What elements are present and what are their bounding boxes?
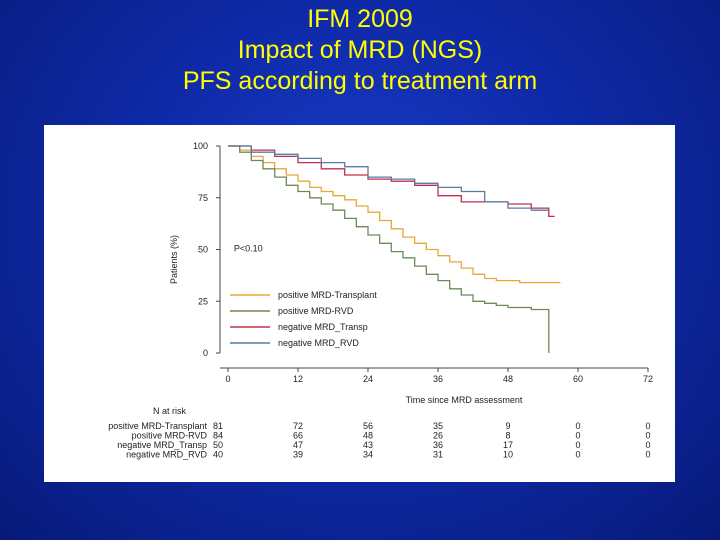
at-risk-count: 0 xyxy=(575,440,580,450)
at-risk-count: 50 xyxy=(213,440,223,450)
at-risk-row-label: positive MRD-RVD xyxy=(132,431,208,441)
at-risk-count: 17 xyxy=(503,440,513,450)
at-risk-count: 0 xyxy=(575,421,580,431)
at-risk-count: 26 xyxy=(433,431,443,441)
x-tick-label: 12 xyxy=(293,374,303,384)
series-line-2 xyxy=(228,145,550,353)
y-axis-label: Patients (%) xyxy=(169,235,179,284)
at-risk-count: 31 xyxy=(433,450,443,460)
at-risk-count: 0 xyxy=(645,450,650,460)
series-line-3 xyxy=(228,145,555,218)
at-risk-row-label: negative MRD_RVD xyxy=(126,450,207,460)
at-risk-count: 0 xyxy=(575,431,580,441)
at-risk-count: 9 xyxy=(505,421,510,431)
title-line-2: Impact of MRD (NGS) xyxy=(237,36,483,64)
series-line-1 xyxy=(228,145,561,284)
at-risk-count: 34 xyxy=(363,450,373,460)
y-tick-label: 0 xyxy=(203,348,208,358)
y-tick-label: 100 xyxy=(193,141,208,151)
at-risk-count: 84 xyxy=(213,431,223,441)
at-risk-count: 40 xyxy=(213,450,223,460)
at-risk-count: 0 xyxy=(575,450,580,460)
p-value-annotation: P<0.10 xyxy=(234,244,263,254)
at-risk-count: 43 xyxy=(363,440,373,450)
y-tick-label: 25 xyxy=(198,296,208,306)
x-tick-label: 36 xyxy=(433,374,443,384)
at-risk-count: 47 xyxy=(293,440,303,450)
at-risk-count: 36 xyxy=(433,440,443,450)
slide-title: IFM 2009 Impact of MRD (NGS) PFS accordi… xyxy=(0,4,720,97)
legend-label-4: negative MRD_RVD xyxy=(278,338,359,348)
x-tick-label: 60 xyxy=(573,374,583,384)
at-risk-row-label: negative MRD_Transp xyxy=(117,440,207,450)
at-risk-count: 48 xyxy=(363,431,373,441)
at-risk-row-label: positive MRD-Transplant xyxy=(108,421,207,431)
x-tick-label: 24 xyxy=(363,374,373,384)
at-risk-count: 39 xyxy=(293,450,303,460)
at-risk-count: 81 xyxy=(213,421,223,431)
km-figure-panel: 0 25 50 75 100 0 12 24 36 48 60 72 Time since MRD as… xyxy=(44,125,675,482)
at-risk-count: 66 xyxy=(293,431,303,441)
series-line-4 xyxy=(228,145,549,211)
at-risk-count: 0 xyxy=(645,421,650,431)
x-tick-label: 72 xyxy=(643,374,653,384)
title-line-3: PFS according to treatment arm xyxy=(182,67,538,95)
at-risk-count: 72 xyxy=(293,421,303,431)
at-risk-count: 35 xyxy=(433,421,443,431)
at-risk-header: N at risk xyxy=(153,406,187,416)
y-tick-label: 75 xyxy=(198,193,208,203)
x-tick-label: 48 xyxy=(503,374,513,384)
title-line-1: IFM 2009 xyxy=(307,5,413,33)
at-risk-count: 0 xyxy=(645,431,650,441)
legend-label-3: negative MRD_Transp xyxy=(278,322,368,332)
at-risk-count: 56 xyxy=(363,421,373,431)
at-risk-count: 8 xyxy=(505,431,510,441)
at-risk-count: 0 xyxy=(645,440,650,450)
x-tick-label: 0 xyxy=(225,374,230,384)
at-risk-count: 10 xyxy=(503,450,513,460)
legend-label-2: positive MRD-RVD xyxy=(278,306,354,316)
y-tick-label: 50 xyxy=(198,245,208,255)
x-axis-label: Time since MRD assessment xyxy=(406,395,523,405)
legend-label-1: positive MRD-Transplant xyxy=(278,290,377,300)
